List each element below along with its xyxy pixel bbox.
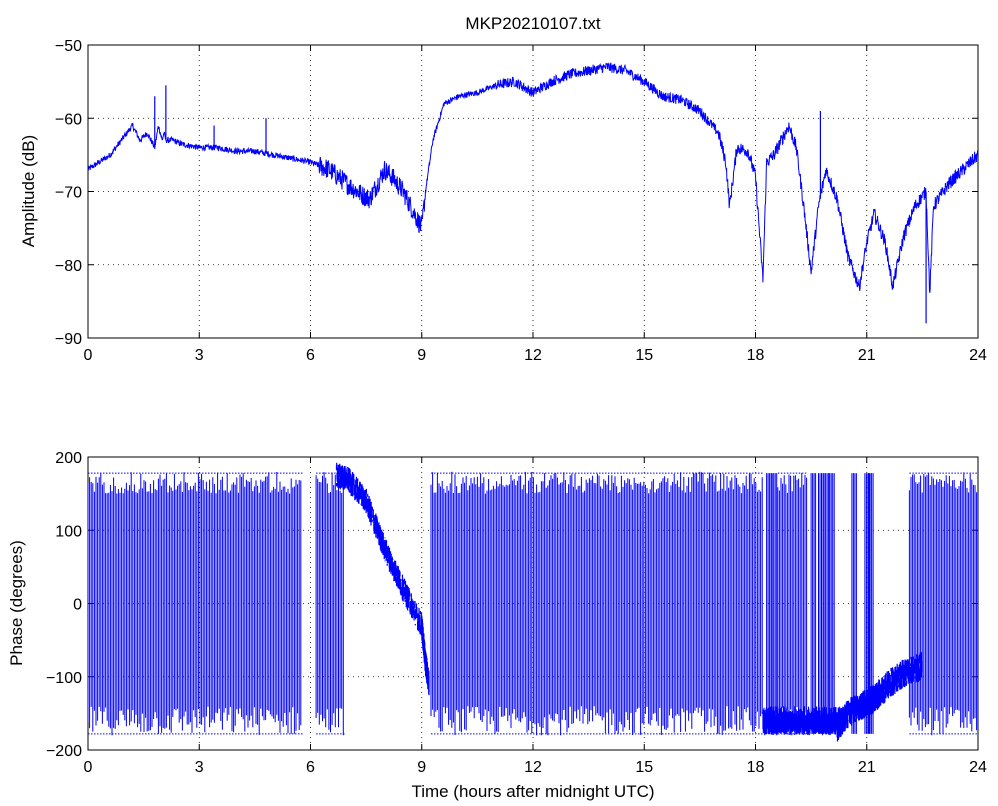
phase-xtick-label: 21 (858, 759, 876, 776)
phase-xtick-label: 18 (747, 759, 765, 776)
amplitude-xtick-label: 0 (84, 347, 93, 364)
amplitude-grid (88, 45, 978, 338)
amplitude-ytick-label: −90 (55, 331, 82, 348)
amplitude-ytick-label: −70 (55, 185, 82, 202)
phase-ytick-label: −200 (46, 743, 82, 760)
phase-ticks: 0 3 6 9 12 15 18 21 24 −200 −100 0 100 200 (46, 450, 987, 776)
phase-wrapped-segment (777, 473, 808, 735)
amplitude-ticks: 0 3 6 9 12 15 18 21 24 −90 −80 −70 −60 −50 (55, 38, 987, 364)
phase-bursts (766, 473, 874, 734)
amplitude-xtick-label: 6 (306, 347, 315, 364)
phase-ytick-label: 0 (73, 597, 82, 614)
phase-xtick-label: 12 (524, 759, 542, 776)
phase-panel: 0 3 6 9 12 15 18 21 24 −200 −100 0 100 200 Phase (deg… (7, 450, 987, 801)
phase-xtick-label: 24 (969, 759, 987, 776)
amplitude-xtick-label: 21 (858, 347, 876, 364)
phase-wrapped-segment (908, 472, 978, 736)
phase-xtick-label: 6 (306, 759, 315, 776)
amplitude-panel: MKP20210107.txt 0 3 6 9 12 15 18 21 24 −90 −80 −70 −… (19, 14, 987, 364)
phase-ytick-label: 200 (55, 450, 82, 467)
phase-edge-dots (316, 472, 345, 735)
phase-ytick-label: −100 (46, 670, 82, 687)
phase-xtick-label: 3 (195, 759, 204, 776)
amplitude-ylabel: Amplitude (dB) (19, 135, 38, 247)
phase-xtick-label: 0 (84, 759, 93, 776)
phase-xlabel: Time (hours after midnight UTC) (411, 782, 654, 801)
chart-title: MKP20210107.txt (465, 14, 600, 33)
amplitude-xtick-label: 24 (969, 347, 987, 364)
amplitude-ytick-label: −60 (55, 111, 82, 128)
phase-wrapped-segment (88, 472, 302, 736)
phase-ytick-label: 100 (55, 523, 82, 540)
phase-edge-dots (431, 472, 763, 735)
amplitude-series (87, 62, 979, 324)
amplitude-ytick-label: −80 (55, 258, 82, 275)
amplitude-ytick-label: −50 (55, 38, 82, 55)
amplitude-xtick-label: 18 (747, 347, 765, 364)
phase-wrapped-segment (315, 472, 344, 736)
phase-series (88, 462, 978, 742)
phase-xtick-label: 15 (635, 759, 653, 776)
phase-xtick-label: 9 (417, 759, 426, 776)
phase-edge-dots (909, 472, 977, 735)
phase-ylabel: Phase (degrees) (7, 540, 26, 666)
phase-wrapped-segment (430, 471, 763, 736)
amplitude-xtick-label: 15 (635, 347, 653, 364)
amplitude-xtick-label: 9 (417, 347, 426, 364)
phase-marks (88, 462, 978, 742)
phase-edge-dots (88, 472, 303, 735)
amplitude-xtick-label: 3 (195, 347, 204, 364)
phase-trend-curve (335, 462, 430, 696)
amplitude-xtick-label: 12 (524, 347, 542, 364)
phase-lower-band (762, 706, 841, 736)
amplitude-line (87, 62, 979, 293)
